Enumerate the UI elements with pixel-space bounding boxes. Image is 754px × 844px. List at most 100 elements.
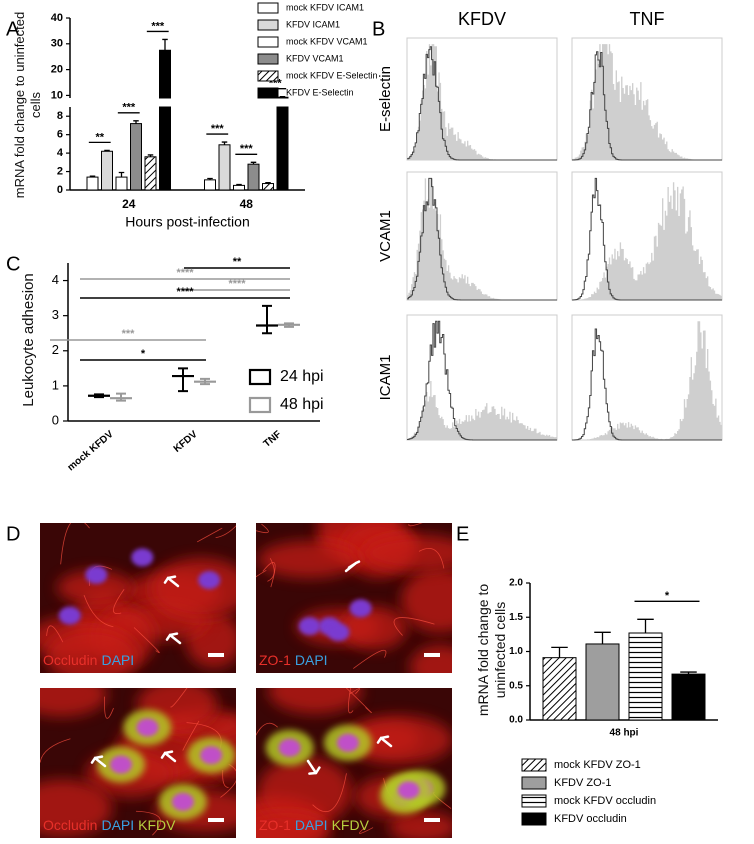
cell bbox=[401, 568, 452, 633]
bar bbox=[542, 657, 577, 721]
membrane bbox=[104, 696, 114, 719]
legend-label: mock KFDV occludin bbox=[554, 795, 656, 807]
bar-body bbox=[542, 657, 577, 721]
range-bar bbox=[116, 392, 126, 402]
nucleus bbox=[110, 755, 133, 774]
micrograph bbox=[256, 688, 452, 838]
membrane bbox=[408, 523, 423, 527]
membrane bbox=[262, 561, 276, 588]
bar bbox=[130, 123, 142, 191]
y-tick-label: 6 bbox=[57, 129, 63, 141]
bar-body bbox=[247, 163, 260, 191]
legend-swatch bbox=[257, 87, 279, 99]
membrane bbox=[135, 810, 161, 836]
error-bar bbox=[236, 183, 242, 186]
histogram-fill bbox=[407, 178, 557, 300]
arrow bbox=[160, 750, 177, 763]
histogram-outline bbox=[407, 320, 557, 441]
legend-swatch bbox=[521, 812, 547, 826]
x-tick-label: 24 bbox=[122, 197, 136, 211]
arrow bbox=[165, 632, 182, 645]
bar bbox=[262, 183, 274, 191]
legend-swatch bbox=[521, 758, 547, 772]
nucleus bbox=[131, 548, 154, 567]
cell bbox=[409, 644, 452, 673]
stain-label: DAPI bbox=[295, 652, 328, 668]
error-bar bbox=[133, 120, 139, 124]
membrane bbox=[133, 627, 160, 654]
y-tick-label: 0 bbox=[52, 412, 59, 427]
column-label: TNF bbox=[630, 9, 665, 29]
y-axis-label: Leukocyte adhesion bbox=[20, 273, 37, 407]
cell bbox=[257, 757, 352, 827]
legend-swatch bbox=[257, 36, 279, 48]
micrograph bbox=[256, 523, 452, 673]
y-tick-label: 0.0 bbox=[509, 715, 523, 726]
y-tick-label: 2 bbox=[57, 165, 63, 177]
membrane bbox=[220, 763, 236, 798]
legend-swatch bbox=[257, 53, 279, 65]
cell bbox=[45, 627, 139, 673]
bar-body bbox=[628, 632, 663, 721]
error-bar bbox=[250, 161, 257, 165]
cell bbox=[256, 812, 331, 838]
micrograph-label: ZO-1 DAPI bbox=[259, 652, 328, 668]
bar bbox=[144, 156, 157, 191]
bar-body bbox=[262, 183, 274, 191]
membrane bbox=[222, 769, 229, 788]
column-label: KFDV bbox=[458, 9, 506, 29]
significance-label: *** bbox=[211, 123, 225, 135]
histogram-outline bbox=[572, 51, 722, 161]
membrane bbox=[349, 688, 360, 695]
y-tick-label: 8 bbox=[57, 110, 63, 122]
significance-label: **** bbox=[176, 286, 194, 298]
stain-label: KFDV bbox=[138, 817, 176, 833]
membrane bbox=[312, 773, 347, 813]
membrane bbox=[353, 649, 387, 669]
error-bar bbox=[637, 618, 654, 634]
legend-label: 48 hpi bbox=[280, 396, 324, 413]
significance-label: * bbox=[665, 590, 670, 602]
bar-body bbox=[101, 150, 113, 191]
significance-label: **** bbox=[228, 278, 246, 290]
micrograph-label: Occludin DAPI KFDV bbox=[43, 817, 176, 833]
bar bbox=[218, 144, 231, 191]
membrane bbox=[418, 548, 445, 569]
membrane bbox=[196, 527, 223, 543]
legend-label: KFDV ICAM1 bbox=[286, 19, 340, 29]
nucleus bbox=[200, 746, 223, 765]
membrane bbox=[46, 625, 64, 643]
panel-label: D bbox=[6, 523, 20, 545]
histogram-fill bbox=[407, 44, 557, 160]
bar-body bbox=[233, 184, 245, 191]
membrane bbox=[40, 738, 71, 763]
legend-label: mock KFDV ZO-1 bbox=[554, 759, 641, 771]
legend-swatch bbox=[248, 368, 272, 386]
arrow bbox=[306, 759, 321, 775]
x-tick-label: KFDV bbox=[172, 429, 200, 455]
scale-bar bbox=[208, 818, 224, 822]
y-tick-label: 2 bbox=[52, 342, 59, 357]
error-bar bbox=[265, 181, 271, 184]
stain-label: DAPI bbox=[295, 817, 328, 833]
bar bbox=[585, 643, 620, 721]
nucleus bbox=[198, 571, 221, 590]
error-bar bbox=[162, 38, 168, 51]
membrane bbox=[256, 523, 269, 534]
x-tick-label: 48 bbox=[240, 197, 254, 211]
scale-bar bbox=[208, 653, 224, 657]
cell bbox=[341, 606, 407, 650]
y-tick-label: 2.0 bbox=[509, 578, 523, 589]
bar bbox=[628, 632, 663, 721]
nucleus bbox=[298, 617, 321, 636]
significance-label: ** bbox=[95, 131, 104, 143]
nucleus bbox=[171, 792, 194, 811]
membrane bbox=[359, 826, 374, 834]
membrane bbox=[256, 722, 278, 736]
cell bbox=[56, 570, 134, 605]
legend-label: 24 hpi bbox=[280, 368, 324, 385]
y-tick-label: 10 bbox=[51, 89, 63, 101]
bar bbox=[247, 163, 260, 191]
range-bar bbox=[178, 367, 188, 393]
